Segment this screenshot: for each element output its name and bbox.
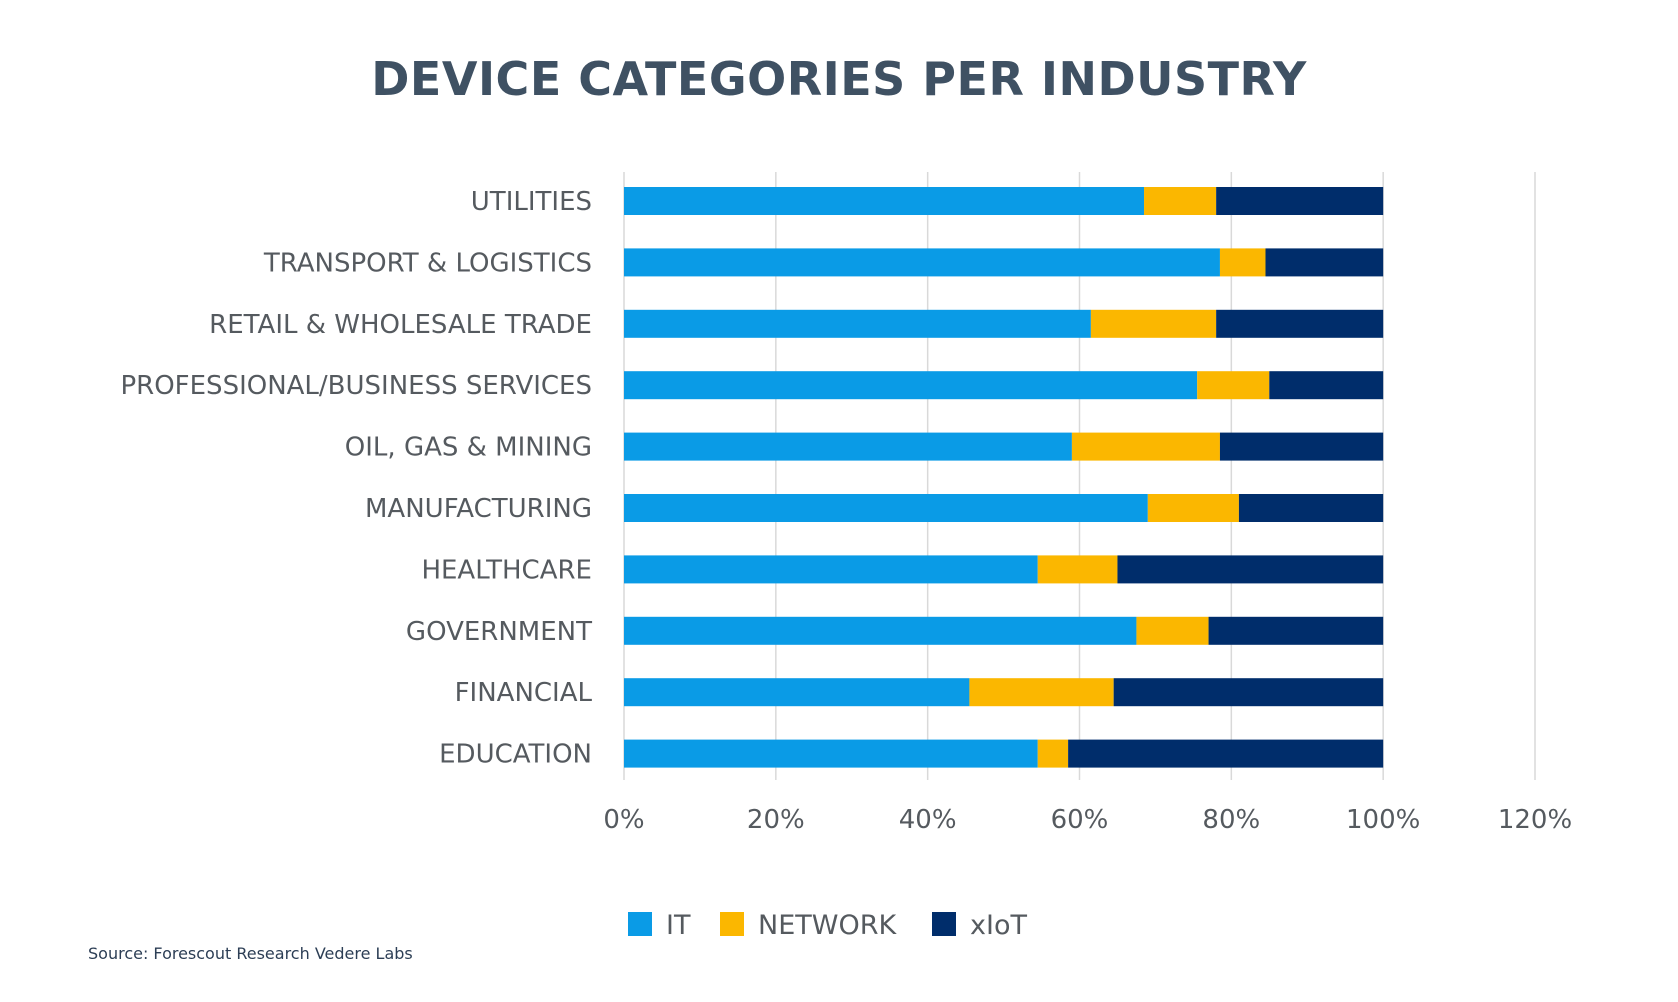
bar-segment-it (624, 371, 1198, 400)
bar-segment-network (1136, 616, 1209, 645)
bar-segment-it (624, 432, 1072, 461)
bar-segment-network (1037, 555, 1118, 584)
bar-segment-it (624, 739, 1038, 768)
x-axis-tick-labels: 0% 20% 40% 60% 80% 100% 120% (603, 805, 1572, 835)
category-label: PROFESSIONAL/BUSINESS SERVICES (120, 371, 592, 401)
bar-segment-xiot (1117, 555, 1384, 584)
category-labels: UTILITIES TRANSPORT & LOGISTICS RETAIL & W… (120, 187, 592, 770)
bar-segment-network (969, 678, 1114, 707)
bar-segment-it (624, 248, 1220, 277)
category-label: EDUCATION (439, 740, 592, 770)
legend-label-xiot: xIoT (970, 910, 1027, 941)
legend-swatch-network (720, 912, 744, 936)
bars (624, 187, 1384, 768)
bar-segment-network (1219, 248, 1266, 277)
category-label: OIL, GAS & MINING (345, 433, 592, 463)
legend-label-it: IT (666, 910, 691, 941)
bar-segment-xiot (1238, 494, 1384, 522)
x-tick-label: 60% (1051, 805, 1109, 835)
x-tick-label: 40% (899, 805, 957, 835)
bar-segment-xiot (1219, 432, 1384, 461)
legend-swatch-xiot (932, 912, 956, 936)
bar-segment-network (1197, 371, 1270, 400)
x-tick-label: 100% (1346, 805, 1420, 835)
bar-segment-it (624, 555, 1038, 584)
bar-segment-network (1090, 309, 1217, 338)
category-label: RETAIL & WHOLESALE TRADE (209, 310, 592, 340)
bar-segment-it (624, 616, 1137, 645)
category-label: UTILITIES (471, 187, 592, 217)
legend: IT NETWORK xIoT (628, 910, 1027, 941)
bar-segment-it (624, 678, 970, 707)
category-label: HEALTHCARE (421, 555, 592, 585)
bar-segment-network (1144, 187, 1217, 215)
bar-segment-xiot (1068, 739, 1384, 768)
category-label: MANUFACTURING (365, 494, 592, 524)
bar-segment-xiot (1208, 616, 1384, 645)
legend-label-network: NETWORK (758, 910, 897, 941)
category-label: TRANSPORT & LOGISTICS (263, 248, 592, 278)
bar-segment-xiot (1269, 371, 1384, 400)
bar-segment-xiot (1216, 187, 1384, 215)
bar-segment-it (624, 187, 1145, 215)
x-tick-label: 20% (747, 805, 805, 835)
x-tick-label: 120% (1498, 805, 1572, 835)
source-note: Source: Forescout Research Vedere Labs (88, 944, 413, 963)
bar-segment-it (624, 494, 1148, 522)
bar-segment-it (624, 309, 1091, 338)
bar-segment-network (1037, 739, 1069, 768)
bar-segment-network (1071, 432, 1220, 461)
category-label: FINANCIAL (455, 678, 593, 708)
x-tick-label: 0% (603, 805, 644, 835)
bar-segment-xiot (1216, 309, 1384, 338)
legend-swatch-it (628, 912, 652, 936)
bar-segment-xiot (1265, 248, 1384, 277)
chart-title: DEVICE CATEGORIES PER INDUSTRY (371, 52, 1307, 106)
bar-segment-network (1147, 494, 1239, 522)
x-tick-label: 80% (1202, 805, 1260, 835)
bar-segment-xiot (1113, 678, 1384, 707)
category-label: GOVERNMENT (406, 617, 592, 647)
